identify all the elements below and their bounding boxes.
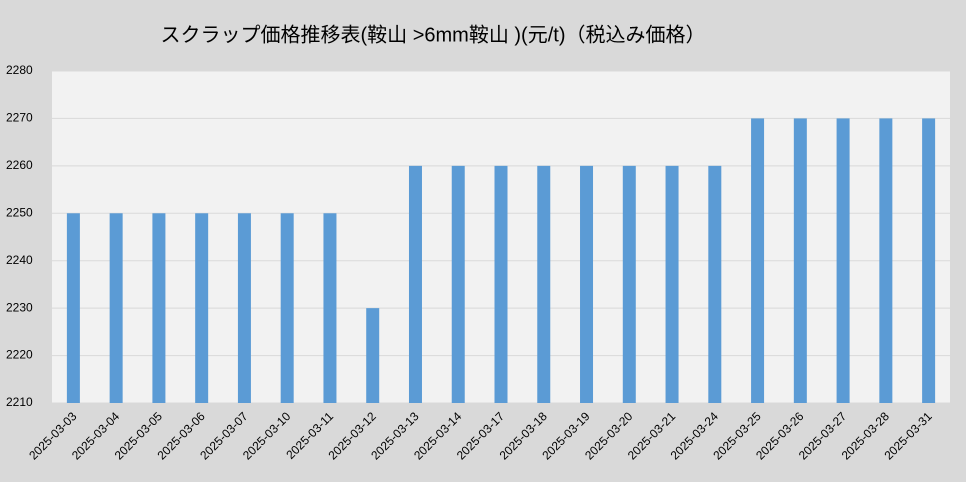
- y-tick-label: 2220: [6, 348, 33, 362]
- bar: [494, 165, 508, 403]
- bar: [152, 213, 166, 403]
- bar: [280, 213, 294, 403]
- y-tick-label: 2240: [6, 253, 33, 267]
- bar: [793, 118, 807, 403]
- bar: [537, 165, 551, 403]
- bar: [408, 165, 422, 403]
- bar: [879, 118, 893, 403]
- bar: [323, 213, 337, 403]
- bar: [451, 165, 465, 403]
- bar: [195, 213, 209, 403]
- bar: [580, 165, 594, 403]
- y-tick-label: 2280: [6, 63, 33, 77]
- bar: [366, 308, 380, 403]
- bar: [109, 213, 123, 403]
- chart-title: スクラップ価格推移表(鞍山 >6mm鞍山 )(元/t)（税込み価格）: [161, 23, 706, 46]
- bar: [751, 118, 765, 403]
- bar: [237, 213, 251, 403]
- bar: [622, 165, 636, 403]
- y-tick-label: 2250: [6, 205, 33, 219]
- bar: [922, 118, 936, 403]
- bar: [66, 213, 80, 403]
- y-tick-label: 2270: [6, 111, 33, 125]
- y-tick-label: 2210: [6, 395, 33, 409]
- y-tick-label: 2230: [6, 300, 33, 314]
- bar: [708, 165, 722, 403]
- bar: [836, 118, 850, 403]
- bar: [665, 165, 679, 403]
- y-tick-label: 2260: [6, 158, 33, 172]
